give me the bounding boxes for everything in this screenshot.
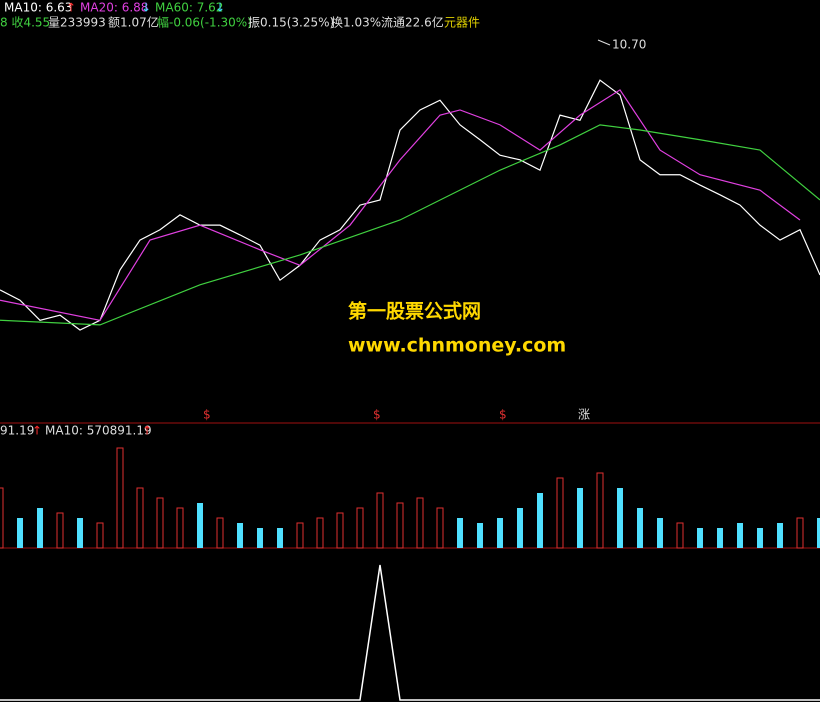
volume-bar [676, 522, 684, 549]
volume-bar [77, 518, 83, 548]
signal-marker: 涨 [578, 407, 590, 422]
high-price-pointer [597, 39, 611, 46]
volume-bar [0, 487, 4, 549]
ma10-arrow: ↑ [66, 1, 76, 15]
volume-label: 91.19 [0, 424, 34, 438]
volume-bar [777, 523, 783, 548]
volume-bar [376, 492, 384, 549]
volume-bar [296, 522, 304, 549]
volume-info: 量233993 [48, 16, 106, 30]
volume-bar [817, 518, 820, 548]
volume-bar [416, 497, 424, 549]
float-info: 流通22.6亿 [381, 15, 444, 30]
price-line [0, 89, 801, 321]
signal-marker: $ [373, 408, 381, 422]
high-price-label: 10.70 [612, 38, 646, 52]
volume-bar [216, 517, 224, 549]
ma60-arrow: ↓ [215, 1, 225, 15]
volume-bar [56, 512, 64, 549]
volume-bar [237, 523, 243, 548]
sector-info: 元器件 [444, 16, 480, 30]
volume-bar [717, 528, 723, 548]
signal-line [0, 564, 820, 701]
close-info: 8 收4.55 [0, 16, 50, 30]
amount-info: 额1.07亿 [108, 15, 159, 30]
volume-bar [277, 528, 283, 548]
ma20-arrow: ↓ [141, 1, 151, 15]
volume-bar [497, 518, 503, 548]
volume-bar [517, 508, 523, 548]
turnover-info: 换1.03% [331, 16, 381, 30]
ma10-label: MA10: 6.63 [4, 1, 72, 15]
volume-bar [537, 493, 543, 548]
volume-bar [577, 488, 583, 548]
volume-bar [156, 497, 164, 549]
price-line [0, 79, 820, 331]
volume-bar [637, 508, 643, 548]
volume-bar [737, 523, 743, 548]
volume-bar [596, 472, 604, 549]
volume-bar [316, 517, 324, 549]
volume-bar [17, 518, 23, 548]
volume-bar [257, 528, 263, 548]
volume-bar [197, 503, 203, 548]
change-info: 幅-0.06(-1.30%) [157, 15, 252, 30]
volume-bar [457, 518, 463, 548]
watermark-title: 第一股票公式网 [348, 300, 481, 323]
price-line [0, 124, 820, 326]
volume-bar [356, 507, 364, 549]
signal-marker: $ [203, 408, 211, 422]
volume-bar [757, 528, 763, 548]
volume-ma-label: MA10: 570891.19 [45, 424, 152, 438]
volume-bar [176, 507, 184, 549]
volume-bar [396, 502, 404, 549]
amplitude-info: 振0.15(3.25%) [248, 16, 334, 30]
ma60-label: MA60: 7.62 [155, 1, 223, 15]
volume-bar [697, 528, 703, 548]
volume-ma-arrow: ↑ [142, 424, 152, 438]
watermark-url: www.chnmoney.com [348, 335, 566, 357]
volume-bar [136, 487, 144, 549]
volume-bar [657, 518, 663, 548]
volume-bar [336, 512, 344, 549]
volume-bar [796, 517, 804, 549]
volume-bar [436, 507, 444, 549]
volume-arrow: ↑ [32, 424, 42, 438]
volume-bar [116, 447, 124, 549]
signal-marker: $ [499, 408, 507, 422]
volume-bar [37, 508, 43, 548]
volume-bar [617, 488, 623, 548]
ma20-label: MA20: 6.88 [80, 1, 148, 15]
volume-bar [477, 523, 483, 548]
volume-bar [96, 522, 104, 549]
volume-bar [556, 477, 564, 549]
